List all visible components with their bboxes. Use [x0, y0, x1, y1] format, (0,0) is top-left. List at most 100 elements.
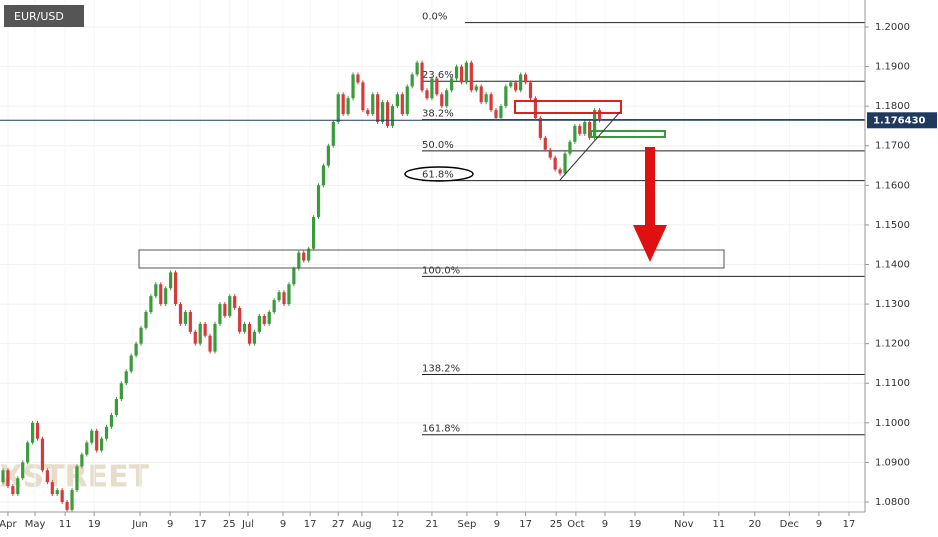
candle-body: [55, 490, 59, 495]
candle-body: [208, 335, 212, 352]
candle-body: [134, 343, 138, 356]
candle-body: [75, 466, 79, 491]
candle-body: [504, 86, 508, 107]
x-tick-label: 11: [59, 519, 72, 530]
candle-body: [95, 430, 99, 451]
candle-body: [573, 125, 577, 142]
zone-box: [138, 249, 725, 269]
candle-body: [321, 165, 326, 186]
x-tick-label: 25: [550, 519, 563, 530]
candle-body: [70, 490, 74, 510]
y-tick-label: 1.0900: [875, 457, 910, 468]
candle-body: [262, 315, 266, 324]
candle-body: [553, 157, 557, 170]
candle-body: [297, 252, 301, 269]
candle-body: [410, 74, 414, 87]
candle-body: [395, 94, 399, 107]
candle-body: [381, 102, 385, 122]
candle-body: [178, 304, 183, 324]
candle-body: [139, 327, 143, 344]
candle-body: [21, 462, 25, 479]
candle-body: [104, 426, 109, 439]
candle-body: [331, 121, 335, 146]
candle-body: [469, 62, 473, 91]
candle-body: [514, 82, 518, 91]
candle-body: [6, 470, 10, 487]
fib-label: 23.6%: [422, 70, 454, 81]
candle-body: [129, 355, 133, 372]
x-tick-label: 17: [304, 519, 317, 530]
fib-label: 100.0%: [422, 265, 460, 276]
candle-body: [90, 430, 94, 443]
x-tick-label: May: [25, 519, 46, 530]
candle-body: [528, 82, 533, 99]
candle-body: [533, 98, 538, 119]
candle-body: [223, 304, 227, 316]
candle-body: [346, 98, 350, 115]
candle-body: [366, 110, 370, 115]
candle-body: [292, 268, 296, 285]
x-tick-label: 19: [88, 519, 101, 530]
candle-body: [30, 422, 35, 443]
candle-body: [351, 74, 355, 99]
candle-body: [238, 308, 242, 332]
arrow-head: [633, 225, 667, 262]
symbol-label: EUR/USD: [14, 10, 64, 23]
candle-body: [519, 74, 523, 91]
candle-body: [188, 311, 192, 332]
y-tick-label: 1.0800: [875, 497, 910, 508]
candle-body: [578, 125, 582, 134]
x-tick-label: 9: [602, 519, 608, 530]
last-price-label: 1.176430: [873, 115, 926, 126]
candle-body: [193, 331, 197, 344]
candle-body: [233, 296, 237, 309]
candle-body: [100, 438, 104, 451]
support-box: [590, 130, 666, 138]
x-tick-label: Dec: [780, 519, 799, 530]
candle-body: [11, 486, 15, 495]
candle-body: [385, 102, 390, 126]
candle-body: [568, 141, 572, 154]
candle-body: [114, 399, 118, 415]
candle-body: [450, 78, 454, 91]
x-tick-label: Aug: [352, 519, 372, 530]
candle-body: [80, 454, 84, 467]
x-tick-label: 17: [194, 519, 207, 530]
resistance-box: [514, 100, 622, 114]
candle-body: [415, 62, 419, 75]
x-tick-label: Oct: [567, 519, 584, 530]
candle-body: [149, 296, 153, 312]
arrow-shaft: [645, 147, 655, 227]
candle-body: [479, 86, 483, 103]
candle-body: [183, 311, 188, 324]
candle-body: [169, 272, 173, 289]
candle-body: [336, 94, 340, 122]
candle-body: [287, 284, 291, 305]
candle-body: [154, 284, 158, 297]
candle-body: [523, 74, 528, 83]
candle-body: [400, 94, 404, 115]
fib-label: 138.2%: [422, 364, 460, 375]
candle-body: [247, 323, 252, 344]
candle-body: [1, 470, 5, 483]
candle-body: [548, 149, 552, 158]
x-tick-label: 19: [629, 519, 642, 530]
candle-body: [583, 121, 587, 134]
highlight-ellipse: [404, 166, 474, 182]
candle-body: [420, 62, 424, 91]
candle-body: [60, 490, 64, 502]
watermark: FXSTREET: [0, 460, 150, 495]
candle-body: [588, 121, 592, 138]
candle-body: [218, 304, 222, 324]
candle-body: [405, 86, 409, 115]
symbol-box: [4, 5, 84, 27]
candle-body: [198, 323, 202, 344]
candle-body: [282, 292, 286, 305]
candle-body: [376, 94, 380, 122]
x-tick-label: 9: [816, 519, 822, 530]
fib-label: 161.8%: [422, 424, 460, 435]
candle-body: [272, 300, 276, 312]
y-tick-label: 1.1200: [875, 339, 910, 350]
candle-body: [361, 82, 365, 111]
